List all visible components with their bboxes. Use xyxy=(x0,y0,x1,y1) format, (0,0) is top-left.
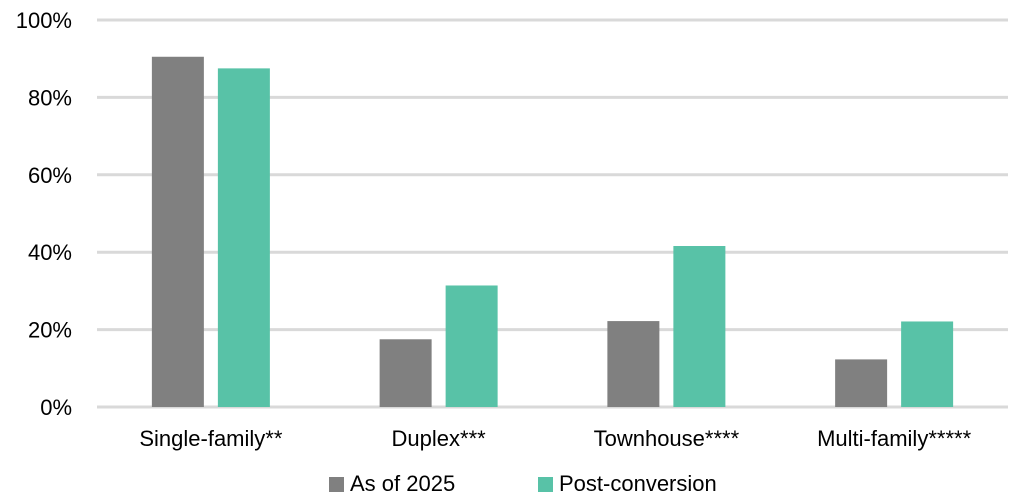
bar-post-conversion xyxy=(673,246,726,407)
y-tick-label: 100% xyxy=(16,8,72,33)
y-tick-label: 80% xyxy=(28,85,72,110)
bar-post-conversion xyxy=(217,68,270,407)
x-category-label: Duplex*** xyxy=(392,426,487,451)
bars xyxy=(151,56,954,407)
y-tick-label: 0% xyxy=(40,395,72,420)
x-category-label: Multi-family***** xyxy=(817,426,971,451)
bar-as-of-2025 xyxy=(151,56,204,407)
bar-post-conversion xyxy=(901,321,954,407)
bar-post-conversion xyxy=(445,285,498,407)
x-category-label: Single-family** xyxy=(139,426,282,451)
legend-label: As of 2025 xyxy=(350,471,455,495)
y-axis-tick-labels: 0% 20% 40% 60% 80% 100% xyxy=(16,8,72,420)
legend-swatch xyxy=(329,477,344,492)
x-axis-category-labels: Single-family** Duplex*** Townhouse**** Mul… xyxy=(139,426,971,451)
y-tick-label: 60% xyxy=(28,163,72,188)
x-category-label: Townhouse**** xyxy=(594,426,740,451)
bar-as-of-2025 xyxy=(607,321,660,407)
legend-swatch xyxy=(538,477,553,492)
y-tick-label: 40% xyxy=(28,240,72,265)
legend: As of 2025 Post-conversion xyxy=(329,471,717,496)
bar-as-of-2025 xyxy=(379,339,432,407)
y-tick-label: 20% xyxy=(28,318,72,343)
bar-as-of-2025 xyxy=(835,359,888,407)
legend-label: Post-conversion xyxy=(559,471,717,495)
